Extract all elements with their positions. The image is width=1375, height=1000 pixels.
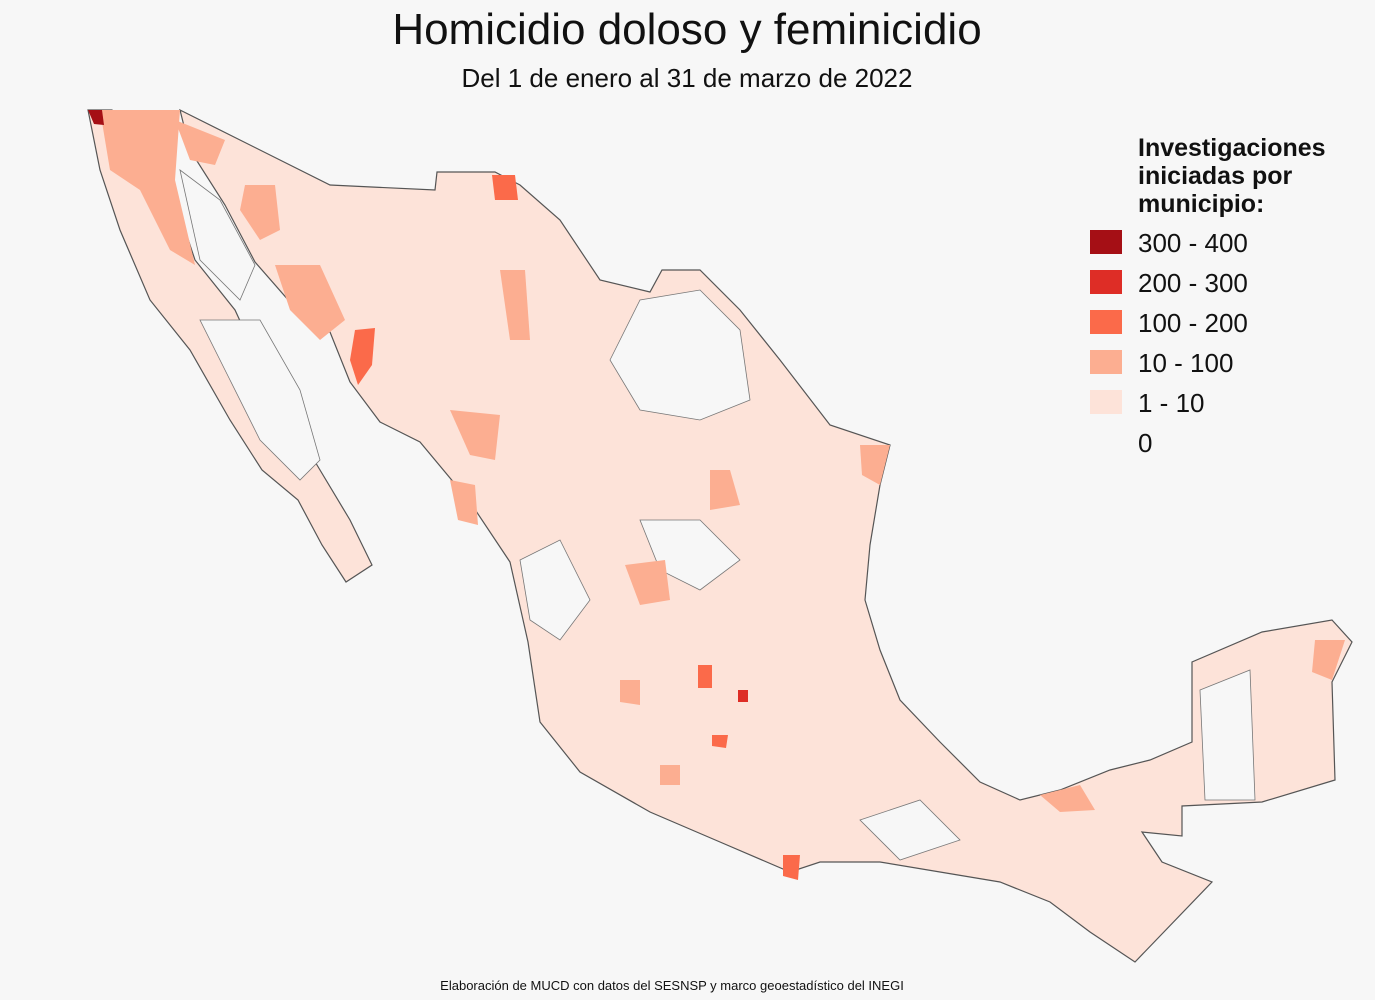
municipality [620,680,640,705]
no-data-area [519,539,591,641]
title: Homicidio doloso y feminicidio [392,5,981,54]
municipality [1040,785,1095,812]
municipality [625,560,670,605]
municipality [1312,640,1345,680]
no-data-area [199,319,321,481]
municipality [783,855,800,880]
legend-title: municipio: [1138,190,1264,218]
legend-label: 200 - 300 [1138,268,1248,298]
no-data-area [859,799,961,861]
municipality [738,690,748,702]
municipality [710,470,740,510]
legend-swatch [1090,310,1122,334]
legend-label: 100 - 200 [1138,308,1248,338]
legend-label: 1 - 10 [1138,388,1205,418]
municipality [450,410,500,460]
municipality [492,175,518,200]
legend-swatch [1090,270,1122,294]
municipality [350,328,375,385]
legend-swatch [1090,350,1122,374]
municipality [660,765,680,785]
legend: Investigaciones iniciadas por municipio:… [1090,134,1326,458]
municipality [860,445,890,485]
municipality [175,120,225,165]
legend-label: 0 [1138,428,1152,458]
no-data-area [179,169,256,301]
legend-swatch [1090,230,1122,254]
mainland [179,108,1353,963]
no-data-area [1199,669,1256,801]
legend-label: 300 - 400 [1138,228,1248,258]
legend-title: iniciadas por [1138,162,1292,190]
legend-title: Investigaciones [1138,134,1326,162]
municipality [500,270,530,340]
municipality [240,185,280,240]
no-data-area [609,289,751,421]
municipality [450,480,478,525]
map [87,108,1353,963]
municipality [712,735,728,748]
municipality [698,665,712,688]
source: Elaboración de MUCD con datos del SESNSP… [440,978,904,993]
municipality [275,265,345,340]
legend-swatch [1090,390,1122,414]
municipality [100,110,195,265]
municipality [88,110,104,125]
subtitle: Del 1 de enero al 31 de marzo de 2022 [462,63,913,93]
legend-label: 10 - 100 [1138,348,1233,378]
